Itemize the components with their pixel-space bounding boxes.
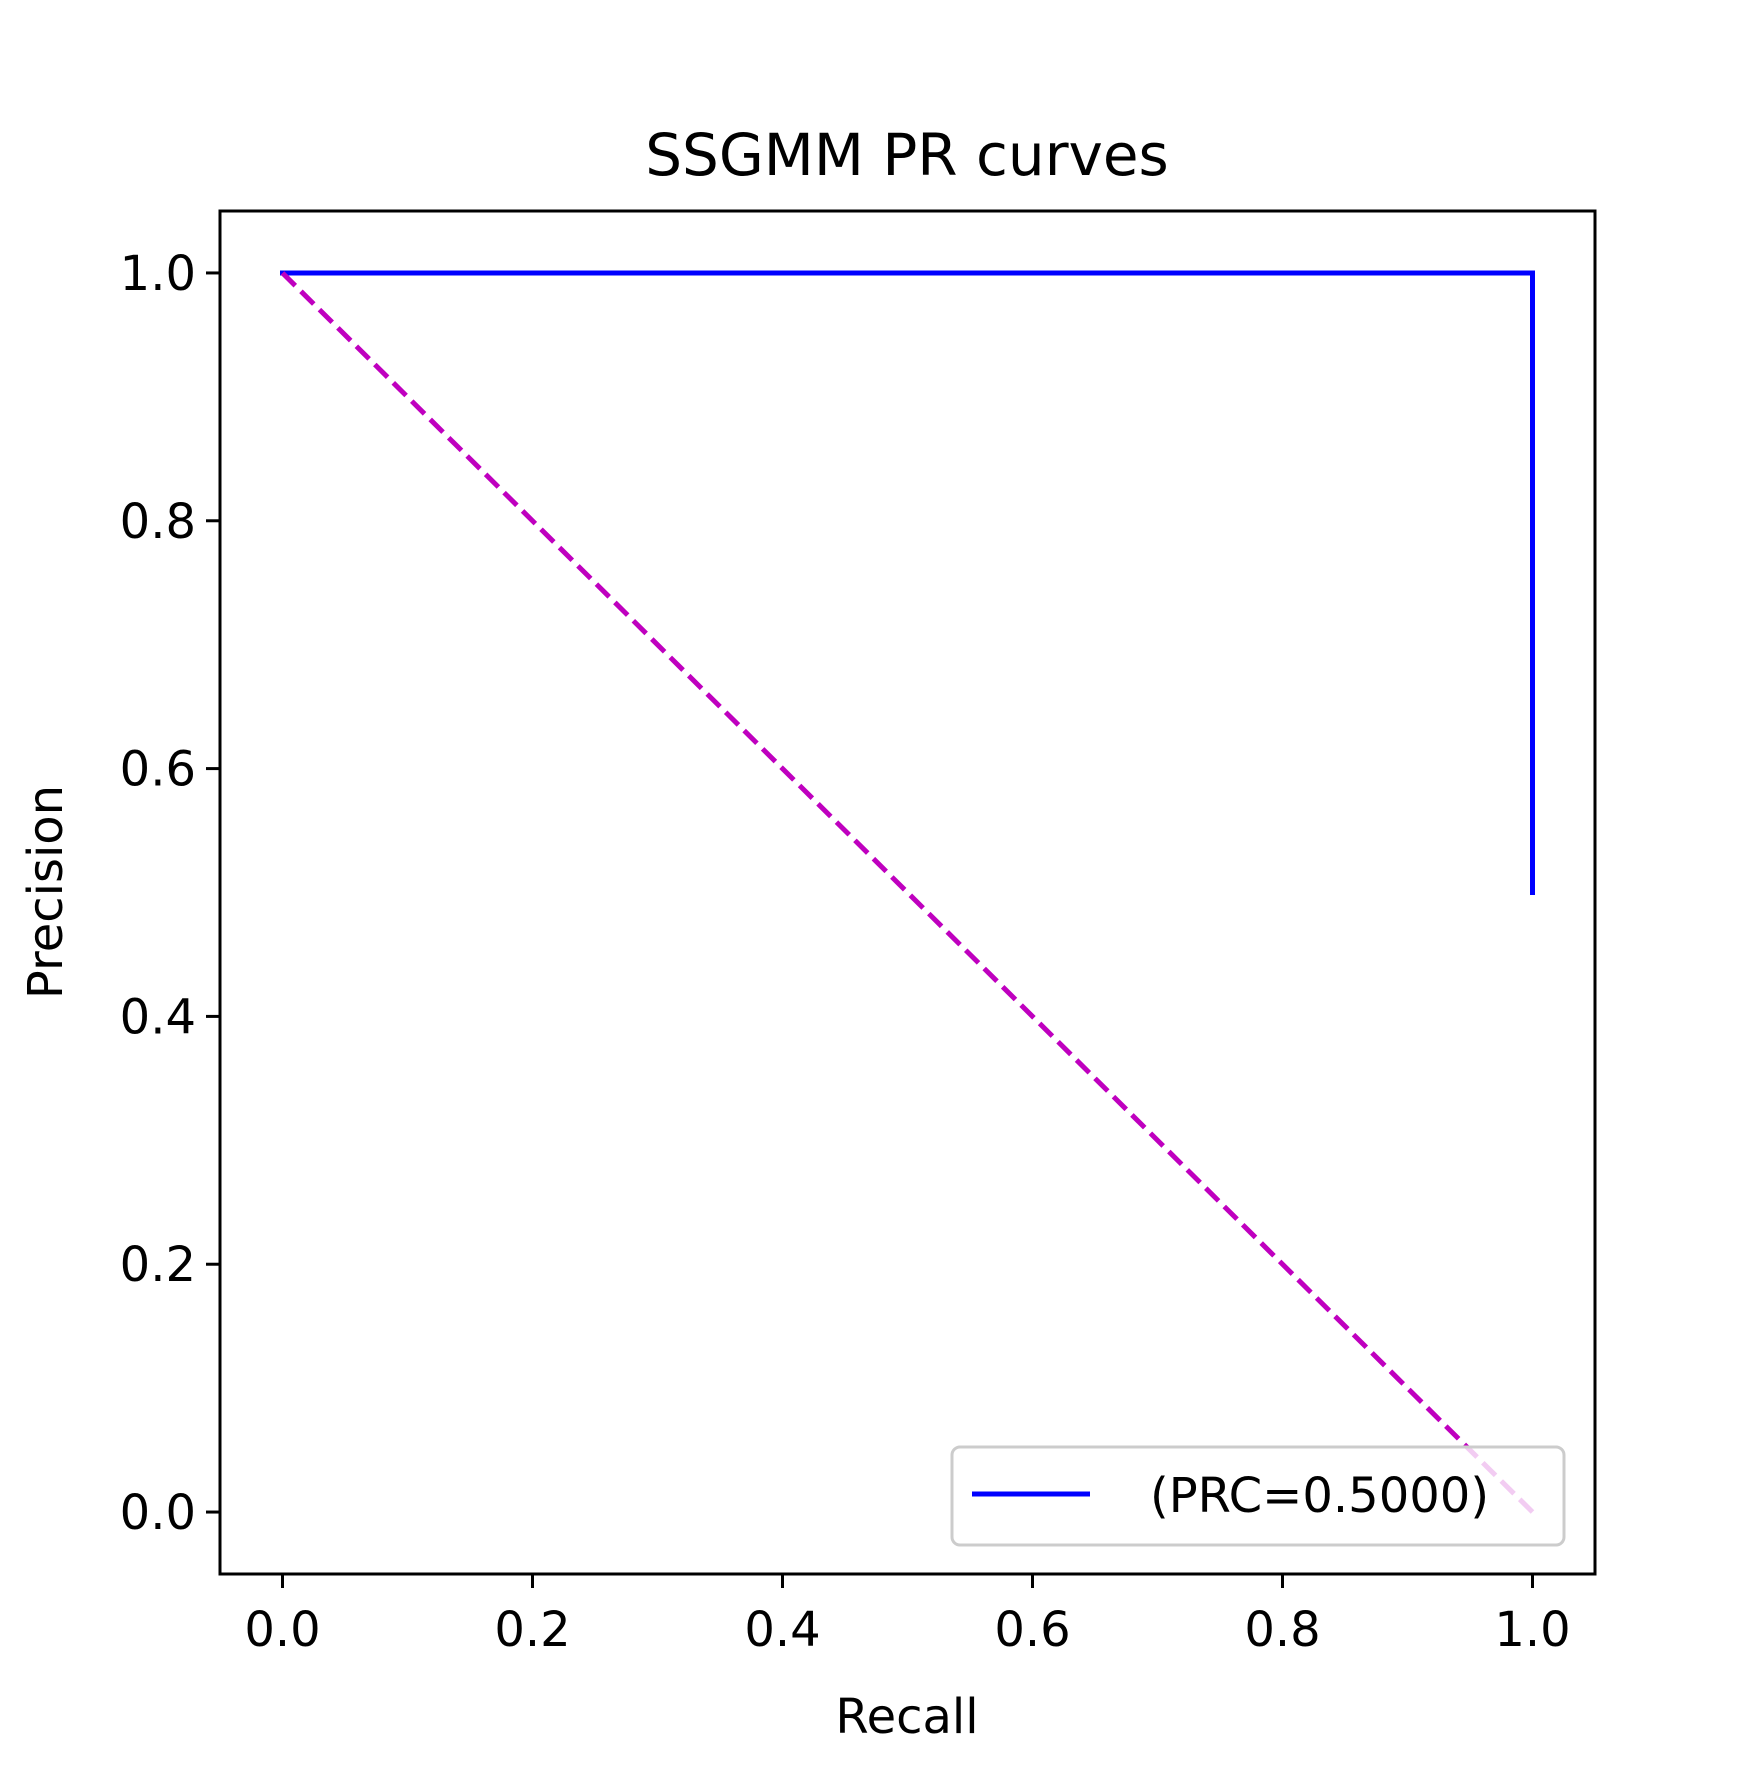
x-tick-label: 0.4 [744,1602,820,1658]
x-tick-label: 0.0 [244,1602,320,1658]
legend-entry-label: (PRC=0.5000) [1150,1468,1489,1524]
x-tick-label: 0.2 [494,1602,570,1658]
x-tick-label: 0.8 [1244,1602,1320,1658]
y-tick-label: 0.0 [120,1485,196,1541]
diagonal-reference-line [280,271,1535,1514]
y-tick-label: 0.2 [120,1237,196,1293]
series-layer [280,270,1535,1514]
y-tick-label: 0.4 [120,989,196,1045]
y-tick-label: 1.0 [120,246,196,302]
legend: (PRC=0.5000) [950,1445,1566,1547]
x-axis-label: Recall [835,1689,978,1745]
y-axis-label: Precision [18,785,74,999]
y-tick-label: 0.8 [120,494,196,550]
axes-frame [218,209,1597,1576]
legend-box [950,1445,1566,1547]
plot-area [218,209,1597,1576]
y-tick-label: 0.6 [120,742,196,798]
x-tick-label: 0.6 [994,1602,1070,1658]
y-axis-ticks: 0.0 0.2 0.4 0.6 0.8 1.0 [120,246,220,1541]
pr-curve-line [280,270,1535,895]
x-axis-ticks: 0.0 0.2 0.4 0.6 0.8 1.0 [244,1574,1571,1658]
chart-title: SSGMM PR curves [645,121,1169,189]
x-tick-label: 1.0 [1494,1602,1570,1658]
